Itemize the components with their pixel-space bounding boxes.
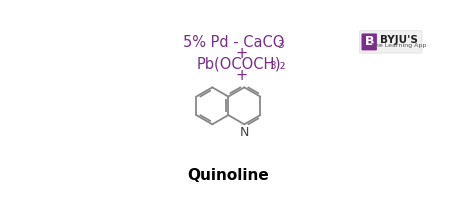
Text: 3: 3 <box>277 40 283 50</box>
FancyBboxPatch shape <box>360 31 422 53</box>
Text: N: N <box>240 126 249 139</box>
Text: +: + <box>235 46 247 61</box>
Text: BYJU'S: BYJU'S <box>380 35 418 45</box>
Text: B: B <box>365 35 374 48</box>
Text: The Learning App: The Learning App <box>371 43 426 48</box>
Text: Pb(OCOCH: Pb(OCOCH <box>197 57 275 72</box>
Text: )₂: )₂ <box>275 57 287 72</box>
Text: 3: 3 <box>269 61 276 71</box>
Text: Quinoline: Quinoline <box>187 168 269 183</box>
FancyBboxPatch shape <box>362 33 377 50</box>
Text: +: + <box>235 68 247 82</box>
Text: 5% Pd - CaCO: 5% Pd - CaCO <box>183 35 284 50</box>
